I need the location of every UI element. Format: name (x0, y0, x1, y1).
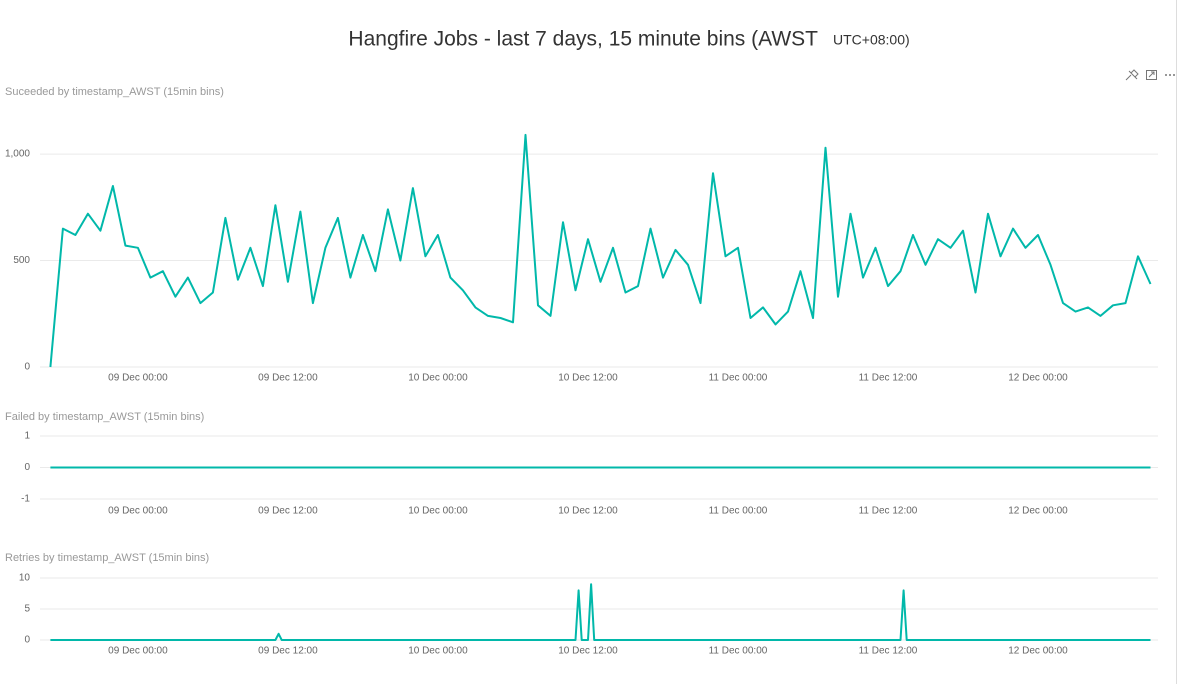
x-tick-label: 09 Dec 00:00 (108, 646, 168, 657)
focus-icon[interactable] (1146, 70, 1157, 80)
y-tick-label: 0 (24, 462, 30, 473)
page-subtitle: UTC+08:00) (833, 32, 910, 48)
x-tick-label: 10 Dec 12:00 (558, 373, 618, 384)
x-tick-label: 11 Dec 12:00 (859, 506, 918, 517)
y-tick-label: 5 (24, 604, 30, 615)
y-tick-label: 0 (24, 635, 30, 646)
x-tick-label: 12 Dec 00:00 (1008, 373, 1068, 384)
x-tick-label: 09 Dec 12:00 (258, 646, 318, 657)
x-tick-label: 10 Dec 00:00 (408, 646, 468, 657)
x-tick-label: 11 Dec 12:00 (859, 373, 918, 384)
x-tick-label: 09 Dec 00:00 (108, 373, 168, 384)
x-tick-label: 11 Dec 00:00 (709, 373, 768, 384)
y-tick-label: 10 (19, 573, 31, 584)
chart-title: Retries by timestamp_AWST (15min bins) (5, 552, 209, 564)
chart-title: Suceeded by timestamp_AWST (15min bins) (5, 86, 224, 98)
y-tick-label: -1 (21, 494, 30, 505)
data-line (49, 133, 1152, 368)
y-tick-label: 1 (24, 431, 30, 442)
more-icon[interactable] (1165, 74, 1175, 76)
pin-icon[interactable] (1125, 69, 1139, 81)
y-tick-label: 1,000 (5, 149, 30, 160)
x-tick-label: 09 Dec 12:00 (258, 373, 318, 384)
y-tick-label: 500 (13, 255, 30, 266)
x-tick-label: 10 Dec 00:00 (408, 373, 468, 384)
data-line (50, 583, 1151, 641)
chart-title: Failed by timestamp_AWST (15min bins) (5, 411, 204, 423)
x-tick-label: 12 Dec 00:00 (1008, 646, 1068, 657)
x-tick-label: 11 Dec 00:00 (709, 506, 768, 517)
x-tick-label: 09 Dec 12:00 (258, 506, 318, 517)
x-tick-label: 12 Dec 00:00 (1008, 506, 1068, 517)
x-tick-label: 10 Dec 12:00 (558, 646, 618, 657)
x-tick-label: 10 Dec 12:00 (558, 506, 618, 517)
y-tick-label: 0 (24, 362, 30, 373)
x-tick-label: 10 Dec 00:00 (408, 506, 468, 517)
x-tick-label: 09 Dec 00:00 (108, 506, 168, 517)
page-title: Hangfire Jobs - last 7 days, 15 minute b… (348, 28, 818, 51)
x-tick-label: 11 Dec 12:00 (859, 646, 918, 657)
x-tick-label: 11 Dec 00:00 (709, 646, 768, 657)
